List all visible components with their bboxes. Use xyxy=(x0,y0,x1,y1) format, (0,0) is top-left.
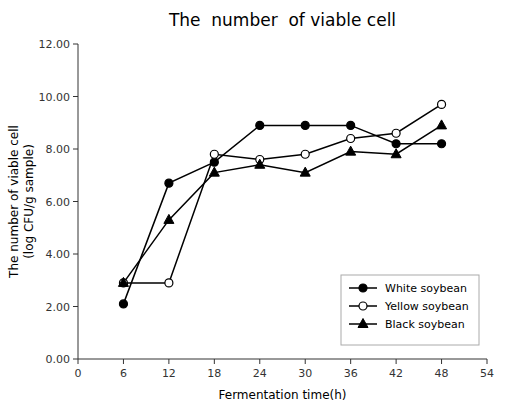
legend-marker xyxy=(359,284,367,292)
x-tick-label: 18 xyxy=(207,367,221,380)
data-point xyxy=(164,214,174,223)
data-point xyxy=(347,121,355,129)
data-point xyxy=(346,146,356,155)
x-tick xyxy=(168,359,169,364)
y-tick xyxy=(73,201,78,202)
data-point xyxy=(301,150,309,158)
x-tick xyxy=(214,359,215,364)
series-line xyxy=(123,104,441,283)
data-point xyxy=(300,167,310,176)
legend-marker xyxy=(359,302,367,310)
y-tick xyxy=(73,149,78,150)
y-axis-label: The number of viable cell(log CFU/g samp… xyxy=(7,125,36,279)
legend-box xyxy=(341,275,479,345)
y-tick xyxy=(73,359,78,360)
x-tick xyxy=(350,359,351,364)
data-point xyxy=(438,100,446,108)
legend: White soybean Yellow soybean Black soybean xyxy=(341,275,479,345)
x-tick-label: 30 xyxy=(298,367,312,380)
y-tick xyxy=(73,96,78,97)
data-point xyxy=(347,135,355,143)
legend-label: Black soybean xyxy=(385,318,465,331)
y-tick-label: 6.00 xyxy=(46,196,71,209)
y-tick-label: 12.00 xyxy=(39,38,71,51)
data-point xyxy=(119,300,127,308)
y-tick-label: 8.00 xyxy=(46,143,71,156)
x-tick xyxy=(78,359,79,364)
title: The number of viable cell xyxy=(168,10,396,30)
x-tick xyxy=(441,359,442,364)
x-tick xyxy=(487,359,488,364)
x-tick xyxy=(123,359,124,364)
x-tick-label: 6 xyxy=(120,367,127,380)
x-tick-label: 24 xyxy=(253,367,267,380)
data-point xyxy=(437,120,447,129)
legend-label: Yellow soybean xyxy=(384,300,469,313)
data-point xyxy=(301,121,309,129)
y-tick-label: 10.00 xyxy=(39,91,71,104)
data-point xyxy=(118,277,128,286)
x-axis-label: Fermentation time(h) xyxy=(219,388,347,402)
data-point xyxy=(438,140,446,148)
x-tick xyxy=(396,359,397,364)
x-tick xyxy=(305,359,306,364)
data-point xyxy=(392,129,400,137)
data-point xyxy=(392,140,400,148)
x-tick-label: 42 xyxy=(389,367,403,380)
legend-marker xyxy=(358,319,368,328)
y-tick-label: 2.00 xyxy=(46,301,71,314)
y-tick-label: 0.00 xyxy=(46,353,71,366)
data-point xyxy=(391,149,401,158)
x-tick-label: 54 xyxy=(480,367,494,380)
x-tick-label: 48 xyxy=(435,367,449,380)
data-point xyxy=(210,158,218,166)
y-tick-label: 4.00 xyxy=(46,248,71,261)
legend-label: White soybean xyxy=(385,282,467,295)
data-point xyxy=(209,167,219,176)
data-point xyxy=(256,121,264,129)
y-tick xyxy=(73,306,78,307)
y-tick xyxy=(73,44,78,45)
x-tick-label: 36 xyxy=(344,367,358,380)
x-tick-label: 0 xyxy=(75,367,82,380)
data-point xyxy=(255,159,265,168)
background xyxy=(0,0,505,411)
data-point xyxy=(165,279,173,287)
x-tick xyxy=(259,359,260,364)
series-line xyxy=(123,125,441,283)
data-point xyxy=(165,179,173,187)
x-axis-line xyxy=(78,359,487,360)
data-point xyxy=(210,150,218,158)
x-tick-label: 12 xyxy=(162,367,176,380)
y-tick xyxy=(73,254,78,255)
